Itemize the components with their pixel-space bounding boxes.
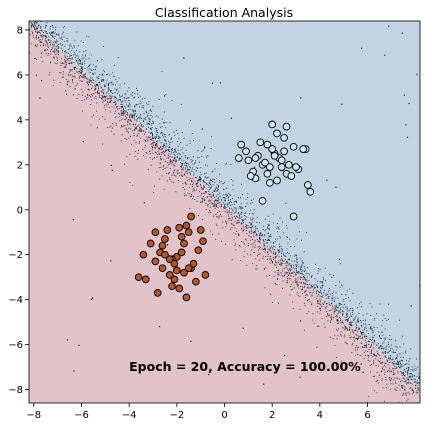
point-upper-right-cluster-17 [268, 120, 277, 129]
point-lower-left-cluster-30 [151, 228, 160, 237]
data-points [134, 120, 315, 302]
point-upper-right-cluster-29 [268, 145, 277, 153]
point-lower-left-cluster-9 [139, 250, 148, 259]
point-lower-left-cluster-23 [172, 266, 181, 275]
point-lower-left-cluster-5 [194, 246, 203, 255]
point-lower-left-cluster-13 [153, 289, 162, 297]
x-axis: −8 −6 −4 −2 0 2 4 6 [26, 403, 371, 421]
point-upper-right-cluster-30 [292, 163, 300, 171]
point-lower-left-cluster-12 [189, 259, 198, 268]
point-lower-left-cluster-34 [180, 239, 188, 248]
x-tick-label-0: 0 [221, 410, 227, 421]
point-lower-left-cluster-14 [184, 228, 193, 237]
point-upper-right-cluster-36 [251, 154, 260, 162]
point-upper-right-cluster-33 [304, 181, 312, 189]
point-upper-right-cluster-28 [246, 172, 255, 180]
point-upper-right-cluster-21 [285, 160, 293, 169]
point-lower-left-cluster-17 [180, 268, 188, 277]
plot-area [29, 21, 420, 403]
point-lower-left-cluster-6 [151, 257, 160, 266]
epoch-accuracy-annotation: Epoch = 20, Accuracy = 100.00% [129, 359, 361, 374]
point-upper-right-cluster-27 [282, 122, 291, 131]
point-lower-left-cluster-8 [170, 275, 179, 284]
point-upper-right-cluster-35 [289, 212, 298, 221]
point-upper-right-cluster-37 [270, 151, 279, 160]
point-lower-left-cluster-2 [158, 241, 167, 250]
point-lower-left-cluster-26 [182, 293, 191, 302]
y-tick-label-6: 6 [17, 70, 23, 81]
point-upper-right-cluster-15 [261, 158, 269, 167]
point-upper-right-cluster-6 [289, 142, 298, 151]
x-tick-label--4: −4 [122, 410, 137, 421]
point-lower-left-cluster-32 [175, 223, 184, 232]
y-tick-label--6: −6 [8, 340, 23, 351]
region-lower-left [29, 21, 420, 403]
point-lower-left-cluster-28 [201, 271, 210, 279]
point-upper-right-cluster-14 [242, 147, 250, 156]
y-tick-label-8: 8 [17, 25, 23, 36]
x-tick-label-4: 4 [317, 410, 323, 421]
point-upper-right-cluster-12 [287, 172, 296, 180]
x-tick-label--2: −2 [169, 410, 184, 421]
x-tick-label--8: −8 [26, 410, 41, 421]
y-tick-label-4: 4 [17, 115, 23, 126]
point-lower-left-cluster-10 [175, 284, 184, 293]
point-lower-left-cluster-7 [182, 221, 191, 230]
point-upper-right-cluster-24 [237, 140, 246, 149]
y-tick-label--2: −2 [8, 250, 23, 261]
point-lower-left-cluster-4 [165, 271, 174, 279]
point-lower-left-cluster-3 [177, 232, 186, 241]
point-lower-left-cluster-35 [199, 237, 207, 246]
point-lower-left-cluster-27 [165, 255, 174, 264]
point-lower-left-cluster-22 [158, 264, 167, 273]
point-upper-right-cluster-25 [263, 169, 272, 178]
point-lower-left-cluster-24 [192, 277, 200, 286]
point-upper-right-cluster-8 [277, 163, 286, 171]
point-upper-right-cluster-23 [273, 176, 281, 185]
chart-title: Classification Analysis [155, 5, 293, 20]
point-upper-right-cluster-31 [277, 156, 286, 165]
point-lower-left-cluster-11 [161, 235, 169, 243]
point-upper-right-cluster-4 [273, 129, 281, 138]
point-upper-right-cluster-10 [265, 178, 274, 187]
point-lower-left-cluster-20 [134, 273, 143, 282]
x-tick-label-6: 6 [364, 410, 370, 421]
y-tick-label--8: −8 [8, 385, 23, 396]
point-upper-right-cluster-34 [265, 163, 274, 171]
y-axis: −8 −6 −4 −2 0 2 4 6 8 [8, 25, 29, 396]
point-upper-right-cluster-38 [234, 154, 243, 162]
point-upper-right-cluster-18 [280, 147, 288, 156]
point-lower-left-cluster-18 [163, 226, 172, 234]
y-tick-label-2: 2 [17, 160, 23, 171]
point-upper-right-cluster-26 [299, 145, 308, 153]
point-lower-left-cluster-21 [177, 248, 186, 257]
point-upper-right-cluster-39 [280, 133, 288, 142]
point-lower-left-cluster-16 [146, 239, 155, 248]
point-lower-left-cluster-19 [196, 226, 205, 234]
point-lower-left-cluster-31 [170, 259, 179, 268]
point-lower-left-cluster-36 [161, 250, 169, 259]
point-upper-right-cluster-20 [306, 187, 315, 196]
point-upper-right-cluster-3 [263, 140, 272, 149]
point-lower-left-cluster-38 [168, 282, 176, 291]
point-lower-left-cluster-33 [141, 275, 150, 284]
point-upper-right-cluster-32 [258, 196, 267, 205]
y-tick-label-0: 0 [17, 205, 23, 216]
point-lower-left-cluster-37 [184, 264, 193, 273]
x-tick-label--6: −6 [74, 410, 89, 421]
x-tick-label-2: 2 [269, 410, 275, 421]
point-lower-left-cluster-29 [187, 212, 195, 221]
point-upper-right-cluster-11 [256, 138, 265, 147]
point-upper-right-cluster-7 [244, 156, 253, 165]
y-tick-label--4: −4 [8, 295, 23, 306]
